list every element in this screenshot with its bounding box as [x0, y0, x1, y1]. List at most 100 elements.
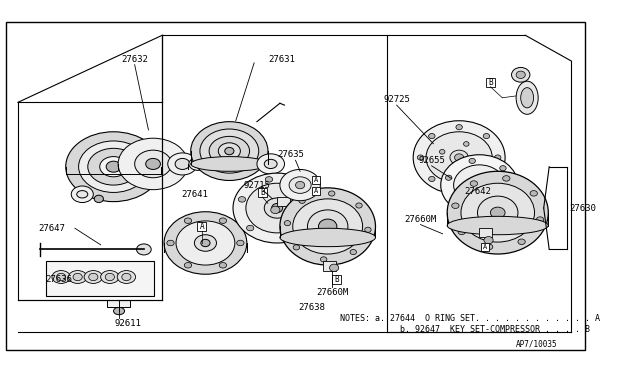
Ellipse shape — [449, 169, 455, 173]
Ellipse shape — [191, 122, 268, 180]
Ellipse shape — [280, 188, 376, 265]
Text: A: A — [314, 177, 318, 183]
Ellipse shape — [429, 134, 435, 139]
Ellipse shape — [426, 132, 492, 183]
Ellipse shape — [284, 221, 291, 226]
Text: 92655: 92655 — [418, 156, 445, 165]
Ellipse shape — [193, 160, 203, 168]
Ellipse shape — [472, 180, 486, 190]
Ellipse shape — [106, 161, 121, 172]
Bar — [107, 300, 130, 307]
Text: b. 92647  KEY SET-COMPRESSOR . . . . B: b. 92647 KEY SET-COMPRESSOR . . . . B — [340, 325, 589, 334]
Ellipse shape — [296, 182, 305, 189]
Ellipse shape — [191, 157, 268, 171]
Ellipse shape — [237, 240, 244, 246]
Ellipse shape — [282, 234, 289, 240]
Text: 27641: 27641 — [181, 190, 208, 199]
Ellipse shape — [474, 161, 479, 166]
Text: 27660M: 27660M — [404, 215, 436, 224]
Bar — [323, 262, 336, 270]
Text: 27660M: 27660M — [316, 288, 348, 297]
Ellipse shape — [246, 183, 308, 233]
Ellipse shape — [79, 141, 148, 192]
Ellipse shape — [454, 154, 464, 161]
Bar — [332, 275, 342, 284]
Ellipse shape — [502, 176, 510, 181]
Ellipse shape — [280, 170, 321, 201]
Ellipse shape — [350, 250, 356, 254]
Ellipse shape — [289, 177, 311, 193]
Ellipse shape — [483, 207, 490, 212]
Ellipse shape — [507, 190, 513, 195]
Ellipse shape — [52, 270, 70, 283]
Ellipse shape — [321, 257, 327, 262]
Ellipse shape — [66, 132, 161, 202]
Ellipse shape — [440, 150, 445, 154]
Ellipse shape — [484, 237, 493, 244]
Ellipse shape — [417, 155, 424, 160]
Ellipse shape — [271, 206, 280, 214]
Ellipse shape — [521, 88, 534, 108]
Text: A: A — [483, 244, 488, 250]
Ellipse shape — [118, 138, 188, 190]
Ellipse shape — [176, 221, 235, 265]
Ellipse shape — [452, 199, 459, 205]
Ellipse shape — [184, 218, 191, 224]
Text: AP7/10035: AP7/10035 — [516, 340, 557, 349]
Text: NOTES: a. 27644  O RING SET. . . . . . . . . . . . A: NOTES: a. 27644 O RING SET. . . . . . . … — [340, 314, 600, 323]
Ellipse shape — [495, 155, 501, 160]
Ellipse shape — [456, 125, 462, 130]
Ellipse shape — [450, 150, 468, 165]
Ellipse shape — [307, 210, 348, 243]
Ellipse shape — [483, 134, 490, 139]
Ellipse shape — [266, 177, 273, 182]
Ellipse shape — [84, 270, 102, 283]
Ellipse shape — [445, 175, 452, 180]
Ellipse shape — [461, 183, 534, 242]
Ellipse shape — [77, 190, 88, 198]
Ellipse shape — [100, 270, 119, 283]
Text: B: B — [260, 188, 265, 197]
Ellipse shape — [330, 264, 339, 272]
Ellipse shape — [233, 173, 321, 243]
Ellipse shape — [264, 159, 277, 169]
Ellipse shape — [71, 186, 93, 202]
Text: 27636: 27636 — [45, 275, 72, 284]
Ellipse shape — [168, 153, 197, 175]
Bar — [45, 262, 154, 296]
Ellipse shape — [164, 212, 247, 274]
Ellipse shape — [516, 81, 538, 114]
Text: 27635: 27635 — [278, 150, 305, 159]
Ellipse shape — [280, 228, 376, 247]
Ellipse shape — [458, 229, 465, 235]
Ellipse shape — [500, 166, 506, 171]
Bar — [486, 77, 495, 87]
Ellipse shape — [518, 239, 525, 244]
Ellipse shape — [225, 147, 234, 155]
Ellipse shape — [483, 176, 490, 182]
Ellipse shape — [452, 203, 459, 208]
Ellipse shape — [184, 263, 191, 268]
Ellipse shape — [100, 157, 127, 177]
Text: 27638: 27638 — [299, 303, 326, 312]
Ellipse shape — [122, 273, 131, 280]
Ellipse shape — [134, 150, 172, 178]
Ellipse shape — [469, 158, 476, 163]
Ellipse shape — [201, 239, 210, 247]
Bar — [258, 188, 267, 197]
Ellipse shape — [89, 273, 98, 280]
Text: B: B — [488, 78, 493, 87]
Ellipse shape — [536, 217, 544, 222]
Bar — [312, 176, 321, 184]
Ellipse shape — [490, 207, 505, 218]
Ellipse shape — [447, 171, 548, 254]
Ellipse shape — [246, 225, 254, 231]
Ellipse shape — [105, 273, 115, 280]
Ellipse shape — [238, 197, 246, 202]
Ellipse shape — [73, 273, 83, 280]
Bar — [277, 197, 290, 206]
Ellipse shape — [167, 240, 174, 246]
Ellipse shape — [200, 129, 259, 173]
Ellipse shape — [292, 199, 363, 254]
Ellipse shape — [413, 121, 505, 194]
